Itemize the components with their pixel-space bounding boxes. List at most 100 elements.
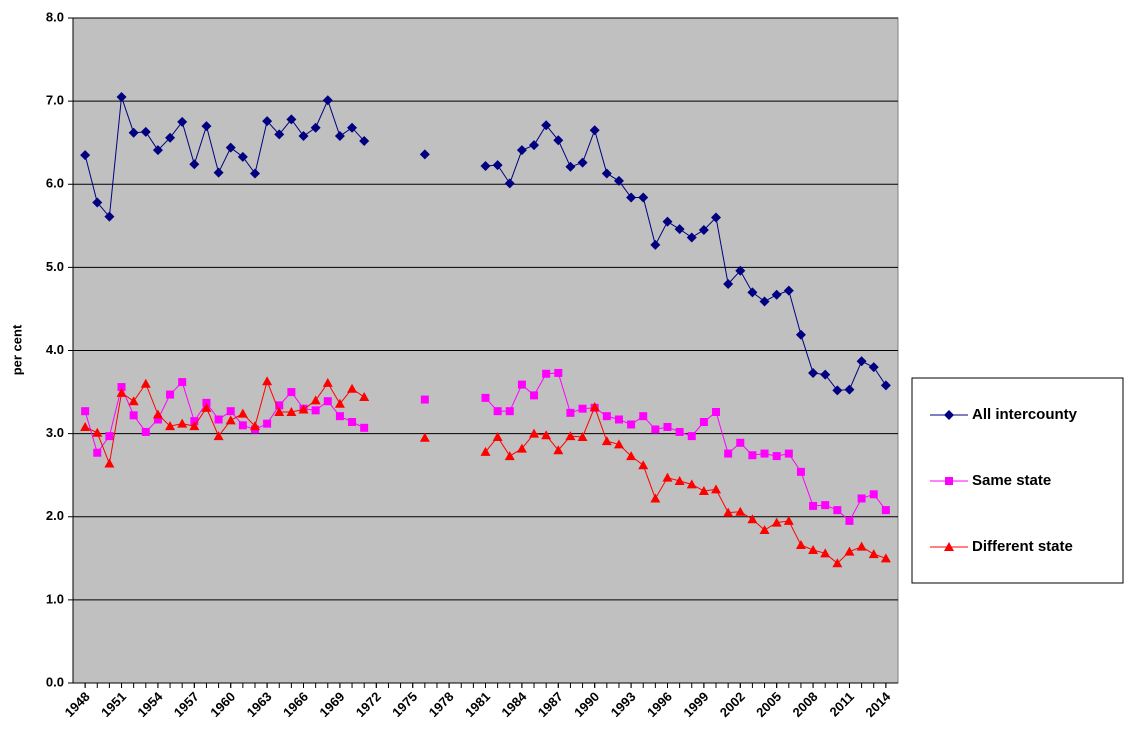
data-point — [129, 411, 138, 420]
data-point — [322, 95, 333, 106]
data-point — [748, 451, 757, 460]
data-point — [686, 479, 697, 489]
data-point — [554, 368, 563, 377]
data-point — [565, 431, 576, 441]
data-point — [735, 506, 746, 516]
data-point — [92, 427, 103, 437]
data-point — [128, 127, 139, 138]
x-tick-label: 1951 — [98, 689, 129, 720]
data-point — [844, 546, 855, 556]
data-point — [152, 409, 163, 419]
data-point — [347, 122, 358, 133]
data-point — [481, 393, 490, 402]
data-point — [626, 192, 637, 203]
data-point — [275, 401, 284, 410]
data-point — [687, 432, 696, 441]
legend-label: Different state — [972, 538, 1073, 555]
x-tick-label: 1987 — [535, 689, 566, 720]
data-point — [492, 160, 503, 171]
data-point — [249, 168, 260, 179]
data-point — [152, 145, 163, 156]
data-point — [699, 417, 708, 426]
x-tick-label: 1948 — [62, 689, 93, 720]
data-point — [322, 377, 333, 387]
x-tick-label: 1981 — [462, 689, 493, 720]
data-point — [674, 476, 685, 486]
data-point — [504, 451, 515, 461]
data-point — [698, 224, 709, 235]
y-axis-label: per cent — [9, 324, 24, 375]
data-point — [420, 395, 429, 404]
data-point — [783, 515, 794, 525]
data-point — [566, 408, 575, 417]
legend-marker — [944, 410, 954, 420]
data-point — [505, 407, 514, 416]
data-point — [627, 420, 636, 429]
data-point — [311, 406, 320, 415]
data-point — [712, 408, 721, 417]
data-point — [565, 161, 576, 172]
data-point — [845, 516, 854, 525]
legend-label: Same state — [972, 472, 1051, 489]
data-point — [140, 126, 151, 137]
x-tick-label: 2008 — [790, 689, 821, 720]
data-point — [542, 369, 551, 378]
data-point — [141, 427, 150, 436]
data-point — [213, 431, 224, 441]
data-point — [360, 423, 369, 432]
data-point — [662, 216, 673, 227]
data-point — [128, 396, 139, 406]
data-point — [140, 378, 151, 388]
data-point — [177, 418, 188, 428]
x-tick-label: 1960 — [207, 689, 238, 720]
data-point — [686, 232, 697, 243]
data-point — [238, 421, 247, 430]
data-point — [263, 419, 272, 428]
data-point — [286, 114, 297, 125]
data-point — [262, 376, 273, 386]
data-point — [348, 417, 357, 426]
series-line — [485, 372, 887, 522]
x-tick-label: 1957 — [171, 689, 202, 720]
data-point — [480, 160, 491, 171]
data-point — [541, 120, 552, 131]
data-point — [419, 149, 430, 160]
data-point — [213, 167, 224, 178]
data-point — [116, 387, 127, 397]
data-point — [601, 436, 612, 446]
series-line — [84, 379, 365, 466]
data-point — [80, 421, 91, 431]
x-tick-label: 1990 — [571, 689, 602, 720]
data-point — [480, 446, 491, 456]
data-point — [298, 131, 309, 142]
data-point — [93, 448, 102, 457]
data-point — [651, 425, 660, 434]
data-point — [492, 431, 503, 441]
y-tick-label: 1.0 — [46, 591, 64, 606]
data-point — [310, 122, 321, 133]
y-tick-label: 2.0 — [46, 508, 64, 523]
series-line — [485, 405, 887, 564]
data-point — [201, 121, 212, 132]
legend-marker — [944, 542, 954, 551]
data-point — [226, 407, 235, 416]
legend-label: All intercounty — [972, 406, 1078, 423]
data-point — [287, 388, 296, 397]
data-point — [81, 407, 90, 416]
data-point — [541, 430, 552, 440]
data-point — [832, 558, 843, 568]
data-point — [493, 407, 502, 416]
data-point — [165, 421, 176, 431]
data-point — [711, 212, 722, 223]
series-line — [485, 124, 887, 391]
x-tick-label: 1999 — [680, 689, 711, 720]
data-point — [589, 402, 600, 412]
data-point — [759, 525, 770, 535]
data-point — [117, 383, 126, 392]
legend-marker — [945, 477, 953, 485]
data-point — [359, 136, 370, 147]
data-point — [711, 484, 722, 494]
data-point — [178, 378, 187, 387]
x-tick-label: 2005 — [753, 689, 784, 720]
y-tick-label: 6.0 — [46, 176, 64, 191]
